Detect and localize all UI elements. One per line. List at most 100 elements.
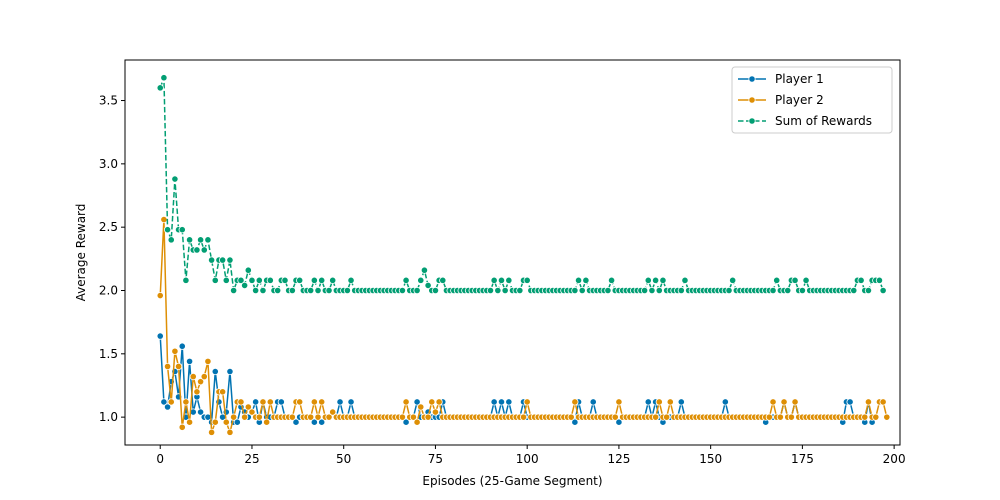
data-point — [501, 286, 509, 295]
data-point — [219, 388, 227, 396]
data-point — [497, 276, 506, 284]
data-point — [490, 276, 498, 284]
data-point — [802, 276, 810, 284]
data-point — [237, 398, 245, 406]
data-point — [413, 398, 421, 406]
data-point — [244, 266, 252, 274]
data-point — [431, 286, 440, 295]
data-point — [336, 398, 344, 406]
data-point — [486, 286, 495, 295]
data-point — [167, 236, 175, 244]
data-point — [259, 398, 267, 406]
data-point — [185, 418, 194, 426]
data-point — [156, 332, 164, 340]
data-point — [200, 246, 208, 254]
series-2 — [156, 215, 891, 436]
y-tick-label: 3.0 — [99, 157, 118, 171]
data-point — [494, 286, 502, 295]
legend: Player 1 Player 2 Sum of Rewards — [731, 66, 893, 134]
data-point — [160, 398, 168, 406]
x-tick-label: 0 — [156, 452, 164, 466]
data-point — [171, 175, 179, 183]
data-point — [171, 347, 179, 355]
data-point — [329, 408, 337, 416]
data-point — [413, 286, 421, 295]
y-tick-label: 2.0 — [99, 283, 118, 297]
data-point — [266, 398, 274, 406]
data-point — [182, 276, 190, 284]
data-point — [776, 413, 784, 421]
legend-marker — [748, 117, 756, 125]
data-point — [196, 236, 205, 244]
data-point — [571, 286, 579, 295]
data-point — [523, 276, 531, 284]
x-tick-label: 25 — [244, 452, 259, 466]
data-point — [274, 286, 282, 295]
data-point — [417, 276, 425, 284]
data-point — [681, 276, 689, 284]
data-point — [296, 276, 304, 284]
data-point — [296, 398, 304, 406]
data-point — [185, 357, 194, 366]
data-point — [204, 357, 212, 366]
data-point — [850, 286, 858, 295]
data-point — [611, 413, 619, 421]
data-point — [497, 398, 506, 406]
data-point — [222, 418, 230, 426]
data-point — [347, 398, 355, 406]
x-tick-label: 50 — [336, 452, 351, 466]
data-point — [428, 398, 436, 406]
data-point — [219, 256, 227, 264]
data-point — [424, 281, 432, 290]
data-point — [666, 398, 674, 406]
x-tick-label: 100 — [516, 452, 539, 466]
data-point — [163, 226, 172, 234]
data-point — [318, 276, 326, 284]
data-point — [230, 413, 238, 421]
data-point — [846, 398, 854, 406]
plot-area — [156, 74, 891, 436]
data-point — [288, 286, 296, 295]
data-point — [582, 276, 590, 284]
data-point — [615, 418, 623, 426]
data-point — [644, 276, 652, 284]
data-point — [263, 418, 271, 426]
data-point — [230, 286, 238, 295]
data-point — [163, 362, 172, 371]
data-point — [252, 398, 260, 406]
data-point — [571, 398, 579, 406]
data-point — [417, 403, 425, 411]
data-point — [211, 367, 219, 376]
data-point — [883, 413, 891, 421]
data-point — [178, 226, 186, 234]
data-point — [167, 398, 175, 406]
data-point — [402, 398, 410, 406]
data-point — [174, 362, 183, 371]
data-point — [314, 286, 322, 295]
legend-marker — [748, 96, 756, 104]
y-tick-label: 1.5 — [99, 347, 118, 361]
data-point — [314, 413, 322, 421]
data-point — [424, 413, 432, 421]
data-point — [604, 286, 612, 295]
data-point — [255, 276, 263, 284]
data-point — [200, 373, 208, 381]
legend-box — [731, 66, 893, 134]
data-point — [784, 286, 792, 295]
legend-item: Player 1 — [738, 72, 824, 86]
data-point — [644, 398, 652, 406]
data-point — [241, 413, 249, 421]
data-point — [325, 413, 333, 421]
data-point — [640, 286, 649, 295]
data-point — [523, 398, 531, 406]
data-point — [519, 413, 528, 421]
data-point — [769, 286, 777, 295]
x-axis: 0 25 50 75 100 125 150 175 200 — [156, 445, 906, 466]
data-point — [398, 413, 407, 421]
data-point — [769, 398, 777, 406]
y-axis: 1.0 1.5 2.0 2.5 3.0 3.5 — [99, 94, 125, 424]
data-point — [310, 276, 318, 284]
data-point — [505, 276, 513, 284]
data-point — [864, 398, 873, 406]
